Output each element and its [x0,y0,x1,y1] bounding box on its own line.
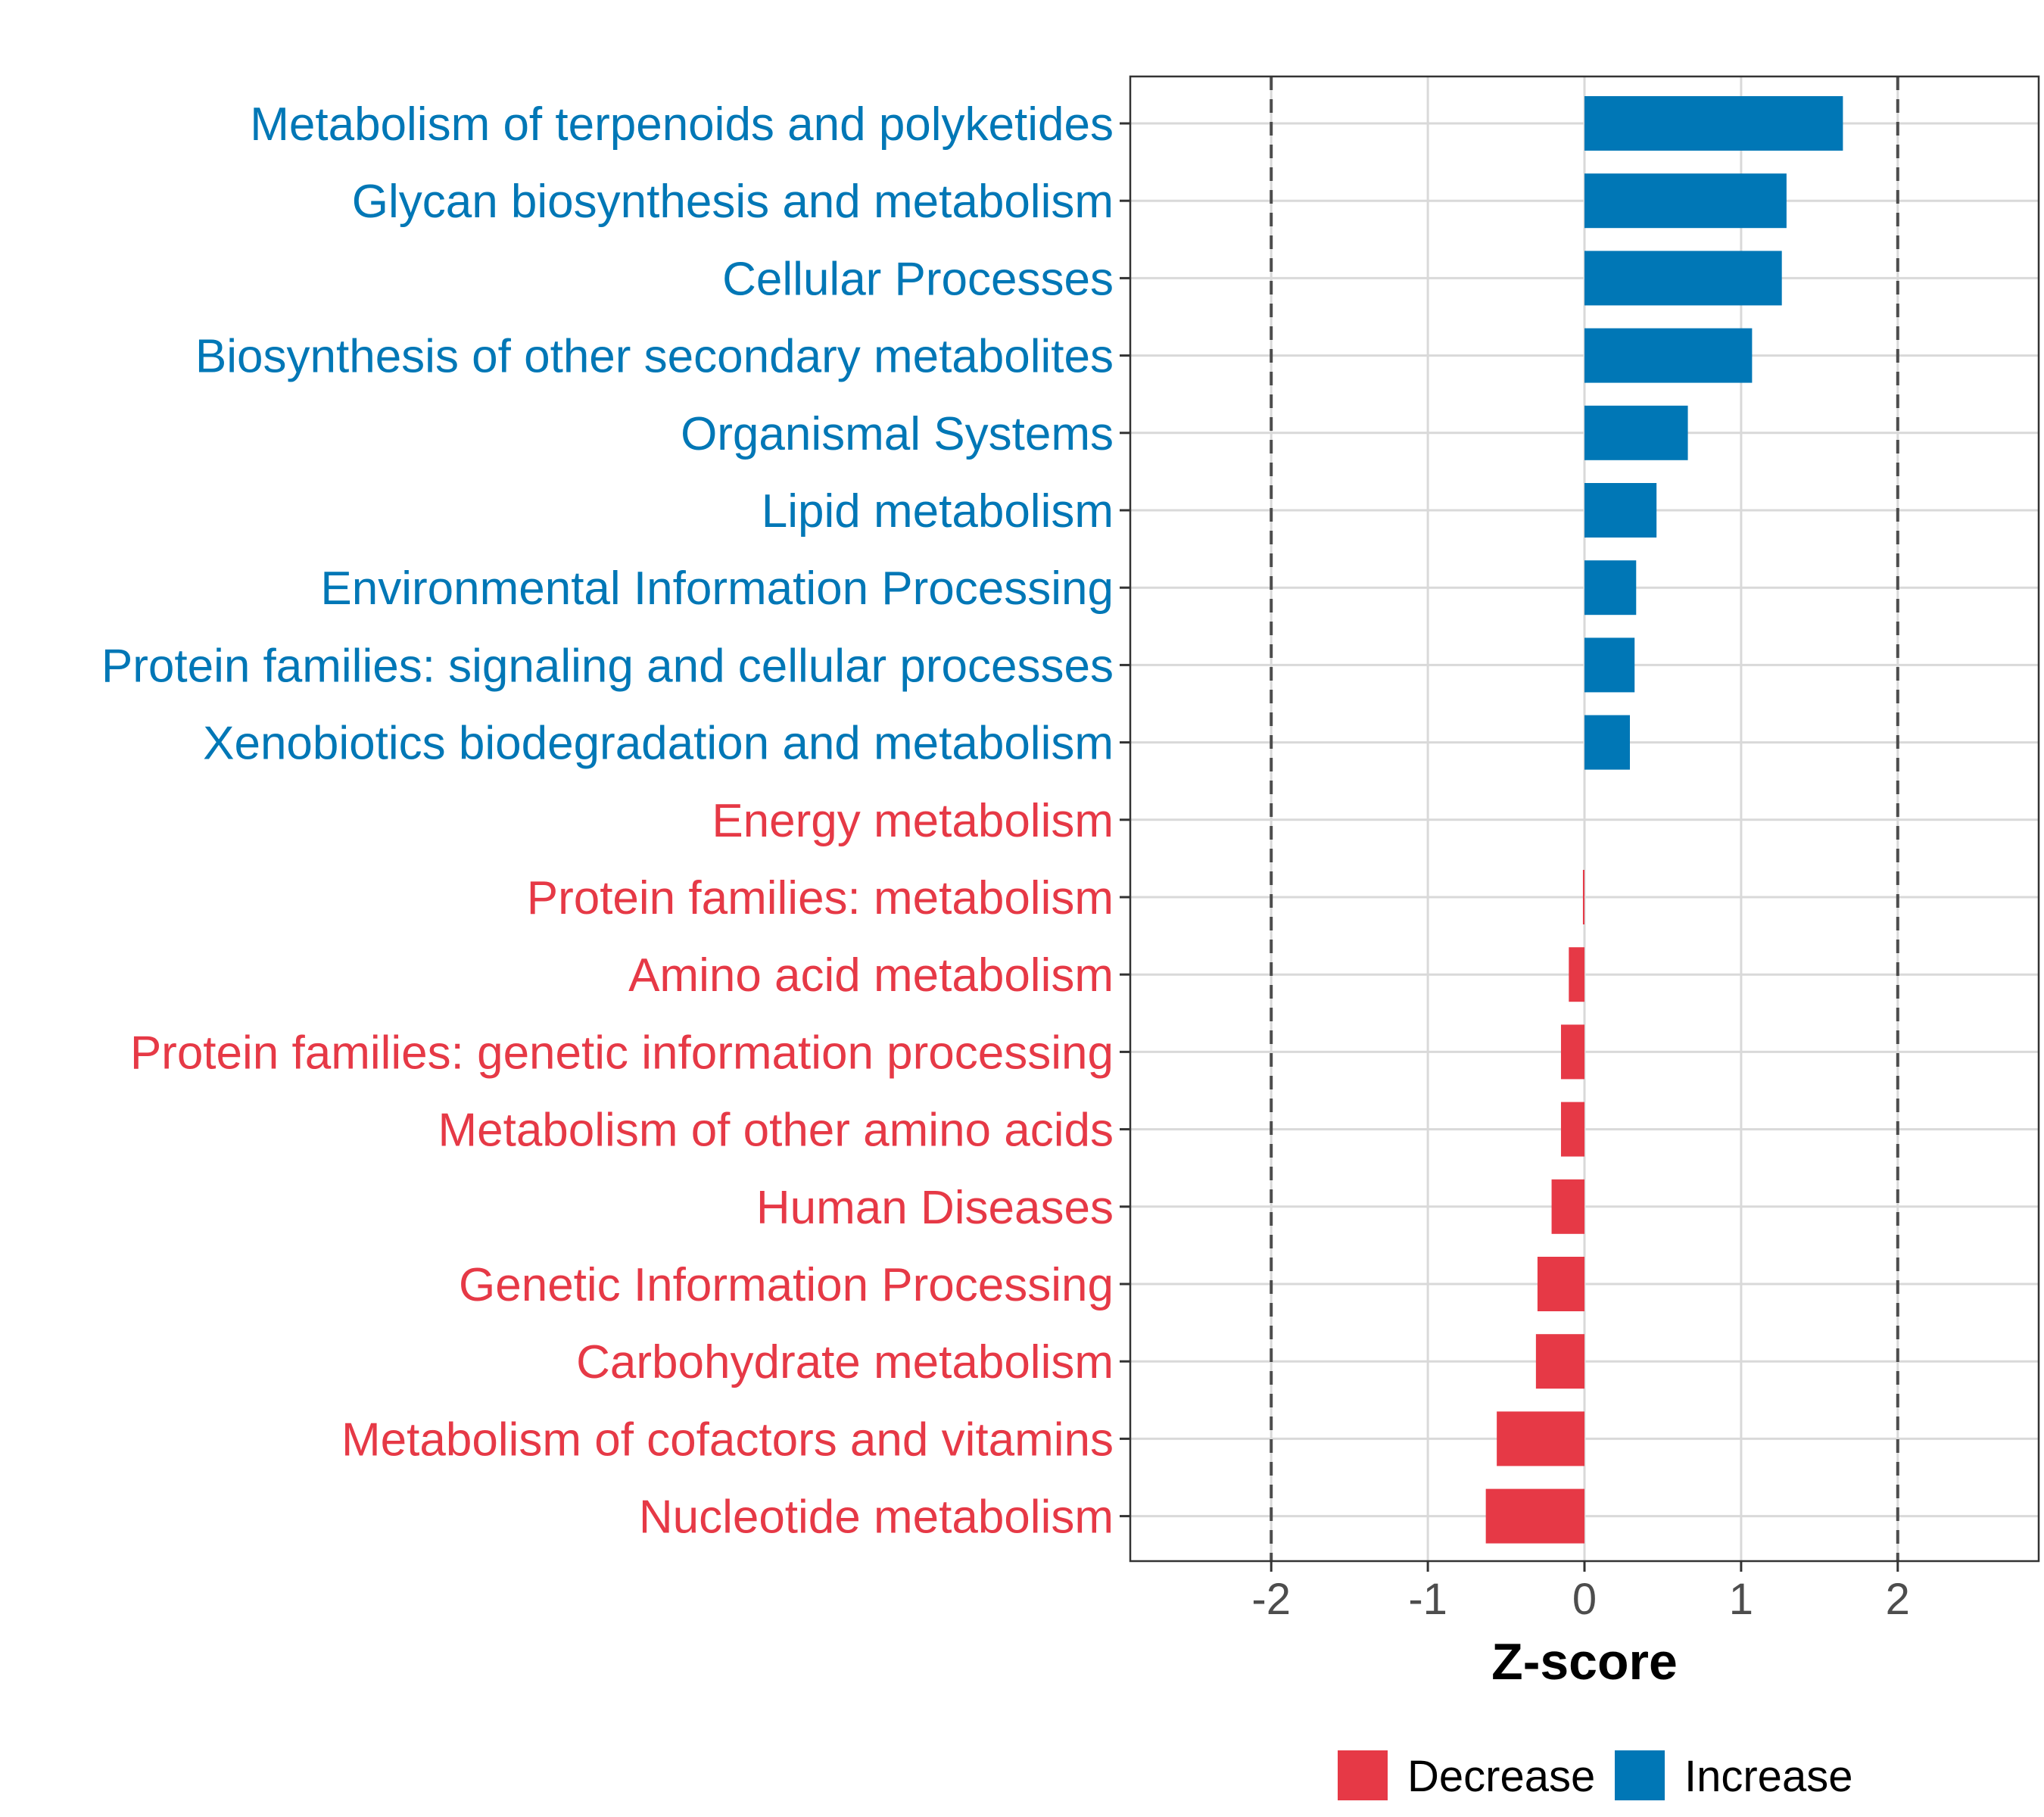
legend-label-decrease: Decrease [1407,1752,1595,1801]
y-axis-labels: Metabolism of terpenoids and polyketides… [101,98,1114,1544]
legend-key-decrease [1338,1750,1388,1800]
category-label: Metabolism of other amino acids [438,1105,1114,1157]
bar [1584,251,1782,306]
reference-lines [1270,76,1899,1561]
category-label: Cellular Processes [722,253,1114,305]
legend-key-increase [1615,1750,1665,1800]
bar [1485,1488,1584,1544]
y-axis-ticks [1120,122,1130,1518]
bar [1584,328,1753,383]
category-label: Organismal Systems [681,408,1114,460]
bar [1569,947,1584,1002]
category-label: Nucleotide metabolism [639,1491,1114,1544]
x-tick-label: 2 [1886,1575,1910,1624]
bar [1584,560,1637,616]
bar [1584,173,1787,229]
bar [1584,637,1635,693]
category-label: Protein families: signaling and cellular… [101,640,1114,692]
category-label: Glycan biosynthesis and metabolism [352,176,1114,228]
bar [1584,715,1630,770]
category-label: Amino acid metabolism [628,949,1114,1002]
x-axis-ticks [1270,1561,1899,1572]
bar [1560,1024,1584,1080]
bar [1537,1257,1584,1311]
category-label: Xenobiotics biodegradation and metabolis… [203,718,1114,770]
bar [1584,483,1657,538]
bar [1584,405,1688,460]
category-label: Human Diseases [756,1182,1114,1234]
category-label: Environmental Information Processing [320,563,1114,615]
bar [1535,1334,1584,1389]
bar [1551,1179,1584,1234]
x-tick-label: -2 [1251,1575,1291,1624]
x-tick-label: 1 [1729,1575,1753,1624]
x-axis-labels: -2 -1 0 1 2 [1251,1575,1910,1624]
category-label: Energy metabolism [712,795,1114,847]
bar [1582,870,1584,924]
category-label: Protein families: genetic information pr… [130,1027,1114,1079]
bar [1584,96,1843,151]
x-axis-title: Z-score [1491,1633,1678,1691]
legend-label-increase: Increase [1684,1752,1852,1801]
bar [1497,1411,1584,1466]
x-tick-label: -1 [1408,1575,1447,1624]
category-label: Metabolism of terpenoids and polyketides [250,98,1114,151]
legend: Decrease Increase [1338,1750,1852,1801]
bar [1560,1102,1584,1157]
category-label: Lipid metabolism [762,485,1114,538]
category-label: Protein families: metabolism [527,872,1114,924]
category-label: Biosynthesis of other secondary metaboli… [195,331,1114,383]
category-label: Metabolism of cofactors and vitamins [341,1413,1114,1466]
category-label: Genetic Information Processing [459,1259,1114,1311]
bars [1485,96,1843,1544]
x-tick-label: 0 [1572,1575,1597,1624]
category-label: Carbohydrate metabolism [576,1336,1114,1388]
